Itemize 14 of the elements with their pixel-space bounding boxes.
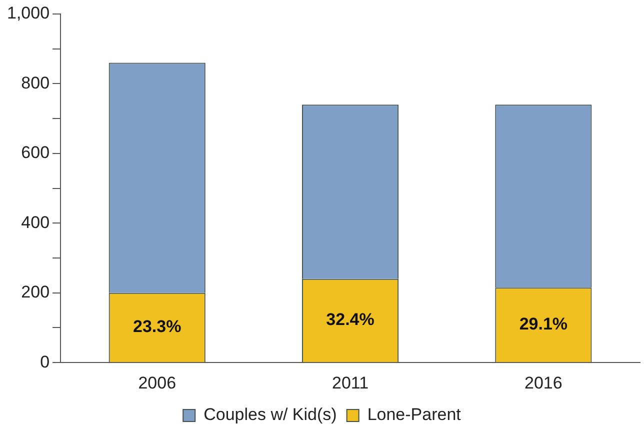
y-tick-label: 0: [40, 352, 50, 372]
y-tick-label: 200: [21, 282, 50, 302]
y-tick-label: 600: [21, 143, 50, 162]
annotation: 23.3%: [133, 317, 182, 336]
y-tick-label: 1,000: [6, 4, 50, 23]
legend-label: Lone-Parent: [367, 405, 462, 424]
y-tick-label: 800: [21, 73, 50, 92]
x-tick-label: 2011: [332, 373, 369, 392]
annotation: 32.4%: [326, 310, 374, 330]
legend-label: Couples w/ Kid(s): [204, 405, 337, 424]
x-tick-label: 2006: [138, 373, 176, 392]
y-tick-label: 400: [21, 212, 50, 232]
annotation: 29.1%: [519, 314, 568, 334]
x-tick-label: 2016: [524, 373, 562, 392]
